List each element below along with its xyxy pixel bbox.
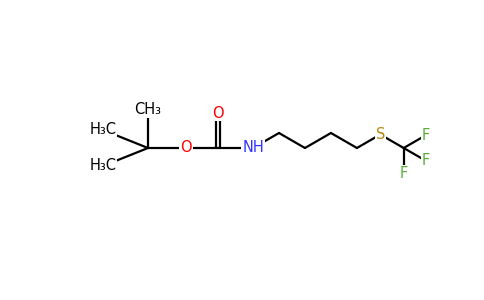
Text: NH: NH (242, 140, 264, 155)
Text: CH₃: CH₃ (135, 103, 162, 118)
Text: O: O (212, 106, 224, 121)
Text: F: F (422, 153, 430, 168)
Text: F: F (422, 128, 430, 143)
Text: H₃C: H₃C (90, 158, 117, 173)
Text: F: F (400, 166, 408, 181)
Text: H₃C: H₃C (90, 122, 117, 137)
Text: O: O (180, 140, 192, 155)
Text: S: S (376, 127, 385, 142)
